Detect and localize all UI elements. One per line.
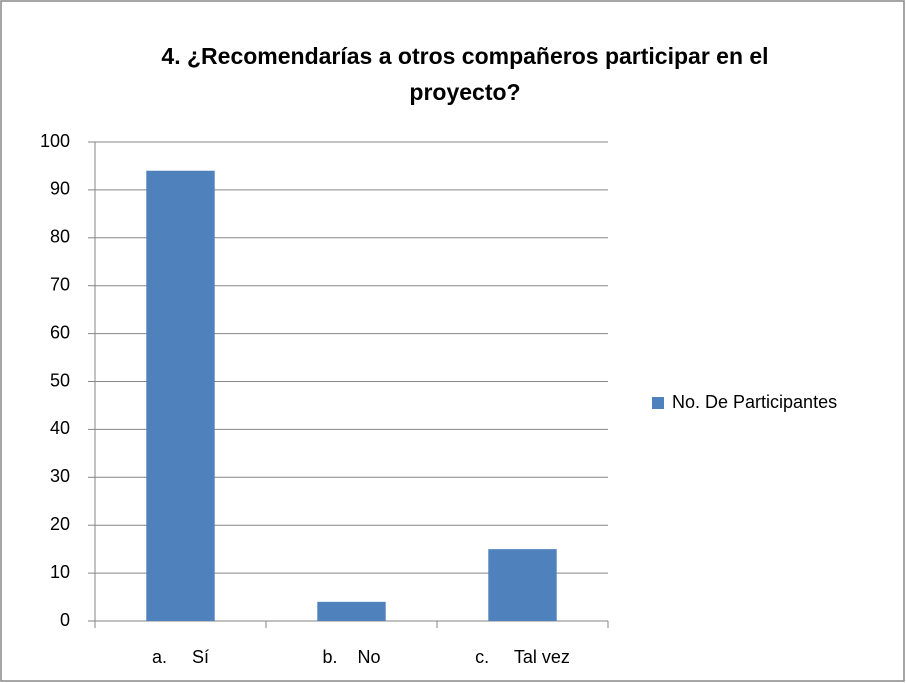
legend-swatch [652, 397, 664, 409]
y-tick-label: 30 [50, 466, 70, 486]
y-tick-label: 40 [50, 418, 70, 438]
y-tick-label: 10 [50, 562, 70, 582]
bar [488, 549, 557, 621]
bar [146, 170, 215, 622]
y-tick-label: 50 [50, 370, 70, 390]
y-tick-label: 0 [60, 610, 70, 630]
y-tick-label: 80 [50, 227, 70, 247]
y-tick-label: 90 [50, 179, 70, 199]
x-tick-label: a. Sí [152, 647, 209, 667]
legend-label: No. De Participantes [672, 392, 837, 412]
y-tick-label: 100 [40, 131, 70, 151]
y-tick-label: 20 [50, 514, 70, 534]
bar [317, 601, 386, 621]
x-tick-label: c. Tal vez [475, 647, 570, 667]
y-tick-label: 70 [50, 274, 70, 294]
y-tick-label: 60 [50, 322, 70, 342]
chart-title: 4. ¿Recomendarías a otros compañeros par… [161, 43, 769, 105]
x-tick-label: b. No [322, 647, 380, 667]
